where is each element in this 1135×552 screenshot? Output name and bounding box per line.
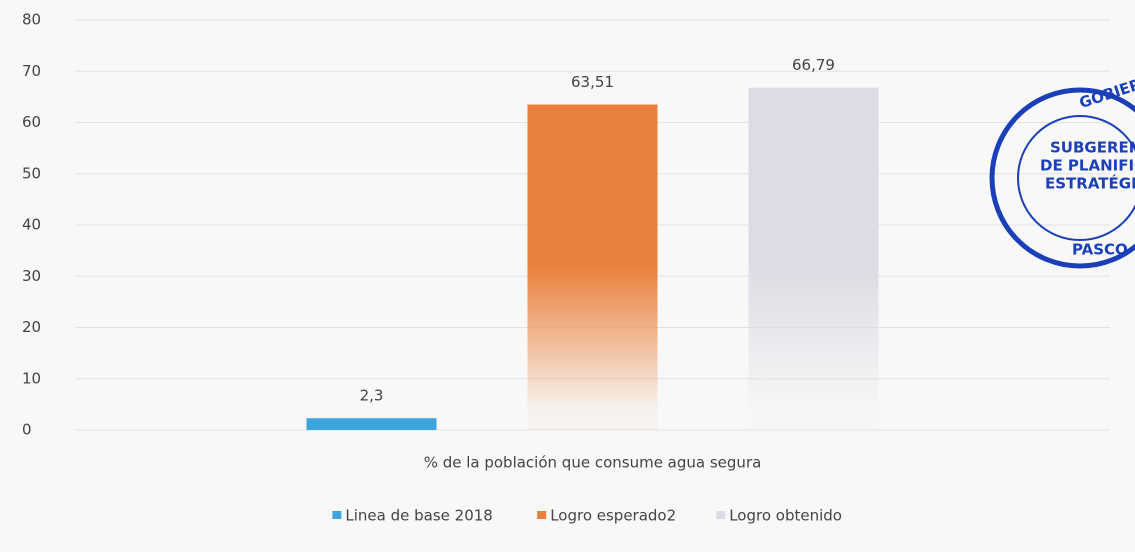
stamp-bottom: PASCO — [1072, 241, 1128, 259]
stamp-line: SUBGERENCIA — [1050, 139, 1135, 157]
stamp: GOBIERNO RE SUBGERENCIA DE PLANIFICACIÓN… — [989, 59, 1135, 269]
legend-swatch — [537, 511, 547, 519]
y-tick-label: 70 — [22, 62, 41, 80]
stamp-line: ESTRATÉGICA — [1045, 174, 1135, 193]
legend-label: Logro esperado2 — [550, 507, 676, 525]
y-tick-label: 0 — [22, 421, 32, 439]
stamp-inner-ring — [1017, 115, 1135, 241]
legend-swatch — [332, 511, 342, 519]
data-label: 66,79 — [792, 56, 835, 74]
y-tick-label: 80 — [22, 11, 41, 29]
y-tick-label: 40 — [22, 216, 41, 234]
y-tick-label: 10 — [22, 369, 41, 387]
stamp-line: DE PLANIFICACIÓN — [1040, 156, 1135, 175]
bar — [748, 87, 879, 431]
bar — [306, 418, 437, 430]
stamp-ring — [989, 87, 1135, 269]
y-tick-label: 20 — [22, 318, 41, 336]
data-label: 63,51 — [571, 73, 614, 91]
legend-label: Linea de base 2018 — [345, 507, 492, 525]
y-tick-label: 30 — [22, 267, 41, 285]
y-tick-label: 60 — [22, 113, 41, 131]
data-label: 2,3 — [360, 387, 384, 405]
legend-label: Logro obtenido — [729, 507, 842, 525]
x-tick-label: % de la población que consume agua segur… — [424, 454, 762, 472]
legend-swatch — [716, 511, 726, 519]
bar — [527, 104, 658, 430]
y-tick-label: 50 — [22, 164, 41, 182]
